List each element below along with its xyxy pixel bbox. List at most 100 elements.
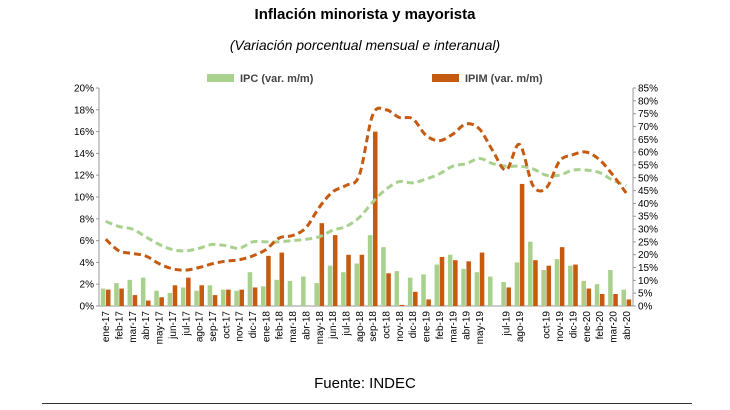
x-tick-label: oct-19 [542,311,553,339]
x-tick-label: oct-18 [382,311,393,339]
bar-ipc [194,290,199,306]
bar-ipc [528,241,533,306]
bar-ipc [594,284,600,306]
y-right-tick-label: 15% [638,263,658,274]
x-tick-label: ene-19 [422,311,433,343]
x-tick-label: nov-19 [555,311,566,342]
y-left-tick-label: 6% [80,236,95,247]
y-left-tick-label: 8% [80,214,95,225]
bar-ipim [172,285,178,306]
x-tick-label: jul-18 [341,311,352,337]
y-right-tick-label: 70% [638,122,658,133]
x-tick-label: oct-17 [221,311,232,339]
x-tick-label: feb-19 [435,311,446,340]
bar-ipim [453,260,458,306]
x-tick-label: mar-19 [448,311,459,343]
bar-ipc [247,272,253,306]
y-right-tick-label: 60% [638,148,658,159]
bar-ipc [127,279,133,306]
x-tick-label: nov-18 [395,311,406,342]
bar-ipc [261,286,266,306]
x-tick-label: may-19 [475,311,486,345]
bar-ipim [399,304,405,306]
bar-ipc [327,265,333,306]
x-tick-label: ago-18 [355,311,366,343]
bar-ipim [439,256,445,306]
chart-legend: IPC (var. m/m) IPIM (var. m/m) [207,73,543,85]
bar-ipc [140,277,146,306]
x-tick-label: ago-19 [515,311,526,343]
bar-ipc [234,290,239,306]
line-ipim-interanual [104,106,628,272]
bar-ipc [394,271,400,306]
x-tick-label: abr-18 [301,311,312,340]
y-left-tick-label: 16% [74,127,94,138]
chart-title: Inflación minorista y mayorista [254,6,476,23]
legend-label-ipim: IPIM (var. m/m) [465,73,543,85]
bar-ipim [559,247,565,306]
bar-ipc [568,265,573,306]
x-tick-label: dic-17 [248,311,259,339]
y-left-tick-label: 10% [74,193,94,204]
y-left-tick-label: 18% [74,105,94,116]
x-tick-label: abr-19 [462,311,473,340]
x-tick-label: sep-18 [368,311,379,342]
chart-source: Fuente: INDEC [314,375,416,392]
y-right-tick-label: 25% [638,237,658,248]
bar-ipc [314,283,319,306]
y-right-tick-label: 65% [638,135,658,146]
bar-ipim [533,260,538,306]
bar-ipc [474,272,480,306]
bar-ipc [514,262,520,306]
chart-bars [100,131,632,306]
y-left-tick-label: 4% [80,258,95,269]
y-left-tick-label: 20% [74,84,94,95]
legend-label-ipc: IPC (var. m/m) [240,73,314,85]
bar-ipim [546,265,552,306]
bar-ipc [341,272,346,306]
bar-ipc [301,276,306,306]
bar-ipim [506,287,512,306]
x-tick-label: sep-17 [208,311,219,342]
bar-ipc [434,264,440,306]
x-tick-label: jun-18 [328,311,339,340]
bar-ipc [207,285,213,306]
bar-ipc [287,280,293,306]
y-right-tick-label: 75% [638,109,658,120]
x-tick-label: jul-17 [181,311,192,337]
chart-subtitle: (Variación porcentual mensual e interanu… [229,37,501,53]
x-tick-label: feb-18 [275,311,286,340]
bar-ipc [621,289,627,306]
bar-ipc [180,287,186,306]
x-tick-label: abr-17 [141,311,152,340]
bar-ipim [413,291,418,306]
bar-ipim [252,287,258,306]
y-right-tick-label: 5% [638,289,653,300]
bar-ipim [372,131,378,306]
legend-swatch-ipc [207,74,234,82]
bar-ipim [199,285,204,306]
x-tick-label: ago-17 [195,311,206,343]
bar-ipim [386,273,391,306]
y-right-tick-label: 35% [638,212,658,223]
y-right-tick-label: 55% [638,160,658,171]
x-tick-label: ene-20 [582,311,593,343]
bar-ipim [519,183,525,306]
bar-ipim [426,299,431,306]
bar-ipim [212,295,218,306]
bar-ipc [447,254,453,306]
x-tick-label: feb-17 [115,311,126,340]
bar-ipim [319,223,325,306]
bar-ipc [381,247,386,306]
bar-ipim [266,255,271,306]
bar-ipc [421,274,426,306]
y-right-tick-label: 50% [638,173,658,184]
x-tick-label: feb-20 [595,311,606,340]
bar-ipim [146,300,151,306]
bar-ipim [119,288,124,306]
bar-ipim [132,295,138,306]
x-tick-label: jul-19 [502,311,513,337]
y-left-tick-label: 12% [74,171,94,182]
y-right-tick-label: 85% [638,84,658,95]
bar-ipc [608,270,613,306]
